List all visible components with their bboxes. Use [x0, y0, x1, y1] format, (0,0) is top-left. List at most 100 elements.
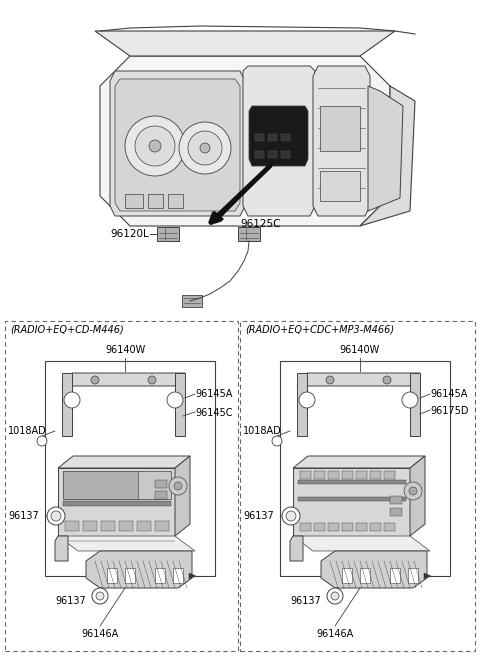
Polygon shape	[110, 71, 245, 216]
Circle shape	[327, 588, 343, 604]
Bar	[157, 227, 179, 241]
Circle shape	[272, 436, 282, 446]
Bar	[148, 194, 163, 208]
Polygon shape	[297, 373, 420, 386]
Bar	[356, 523, 367, 531]
Bar	[125, 568, 135, 583]
Bar	[342, 471, 353, 479]
Bar	[300, 471, 311, 479]
Bar	[320, 171, 360, 201]
Bar	[314, 471, 325, 479]
Bar	[268, 151, 277, 158]
Circle shape	[92, 588, 108, 604]
Circle shape	[149, 140, 161, 152]
Bar	[168, 194, 183, 208]
Polygon shape	[58, 536, 195, 551]
Circle shape	[188, 131, 222, 165]
Bar	[370, 471, 381, 479]
Text: 96120L: 96120L	[110, 229, 149, 239]
Bar	[390, 568, 400, 583]
Bar	[125, 194, 143, 208]
Text: 96145A: 96145A	[430, 389, 468, 399]
Text: 96145C: 96145C	[195, 408, 232, 418]
Circle shape	[331, 592, 339, 600]
Bar	[314, 523, 325, 531]
Text: 96140W: 96140W	[340, 345, 380, 355]
Circle shape	[404, 482, 422, 500]
Polygon shape	[115, 79, 240, 211]
Bar	[328, 471, 339, 479]
Bar	[101, 521, 115, 531]
Bar	[320, 106, 360, 151]
Polygon shape	[58, 456, 190, 468]
Polygon shape	[410, 456, 425, 536]
Polygon shape	[313, 66, 370, 216]
Polygon shape	[293, 468, 410, 536]
Bar	[155, 568, 165, 583]
Polygon shape	[293, 536, 430, 551]
Bar	[268, 134, 277, 141]
Bar	[281, 151, 290, 158]
Text: 96125C: 96125C	[240, 219, 280, 229]
Bar	[370, 523, 381, 531]
Circle shape	[174, 482, 182, 490]
Circle shape	[47, 507, 65, 525]
Circle shape	[148, 376, 156, 384]
Text: 96146A: 96146A	[316, 629, 354, 639]
Polygon shape	[100, 56, 390, 226]
Circle shape	[282, 507, 300, 525]
Bar	[300, 523, 311, 531]
Bar	[155, 491, 167, 499]
Circle shape	[125, 116, 185, 176]
Polygon shape	[175, 456, 190, 536]
Text: (RADIO+EQ+CDC+MP3-M466): (RADIO+EQ+CDC+MP3-M466)	[245, 324, 394, 334]
Circle shape	[326, 376, 334, 384]
Circle shape	[299, 392, 315, 408]
Polygon shape	[95, 31, 395, 56]
Bar	[5, 321, 238, 651]
Text: 96137: 96137	[243, 511, 274, 521]
Polygon shape	[297, 373, 307, 436]
Bar	[298, 497, 406, 501]
Circle shape	[409, 487, 417, 495]
Bar	[281, 134, 290, 141]
Bar	[328, 523, 339, 531]
Polygon shape	[368, 86, 403, 211]
Bar	[63, 471, 171, 499]
Bar	[137, 521, 151, 531]
Polygon shape	[58, 468, 175, 536]
Bar	[356, 471, 367, 479]
Circle shape	[383, 376, 391, 384]
Text: 1018AD: 1018AD	[8, 426, 47, 436]
Bar	[83, 521, 97, 531]
Circle shape	[402, 392, 418, 408]
Text: 1018AD: 1018AD	[243, 426, 282, 436]
Bar	[240, 321, 475, 651]
Polygon shape	[410, 373, 420, 436]
Circle shape	[64, 392, 80, 408]
Circle shape	[91, 376, 99, 384]
Polygon shape	[86, 551, 192, 588]
Polygon shape	[249, 106, 308, 166]
Polygon shape	[189, 573, 196, 579]
Bar	[45, 361, 215, 576]
Bar	[384, 471, 395, 479]
Text: 96137: 96137	[55, 596, 86, 606]
Polygon shape	[321, 551, 427, 588]
Bar	[408, 568, 418, 583]
Polygon shape	[293, 456, 425, 468]
Polygon shape	[62, 373, 72, 436]
Bar	[298, 480, 406, 484]
Bar	[182, 295, 202, 307]
Polygon shape	[175, 373, 185, 436]
Text: (RADIO+EQ+CD-M446): (RADIO+EQ+CD-M446)	[10, 324, 124, 334]
Text: 96145A: 96145A	[195, 389, 232, 399]
Text: 96146A: 96146A	[82, 629, 119, 639]
Circle shape	[169, 477, 187, 495]
Bar	[155, 480, 167, 488]
Circle shape	[96, 592, 104, 600]
Polygon shape	[424, 573, 431, 579]
Bar	[390, 496, 402, 504]
Bar	[63, 501, 171, 506]
Bar	[342, 523, 353, 531]
